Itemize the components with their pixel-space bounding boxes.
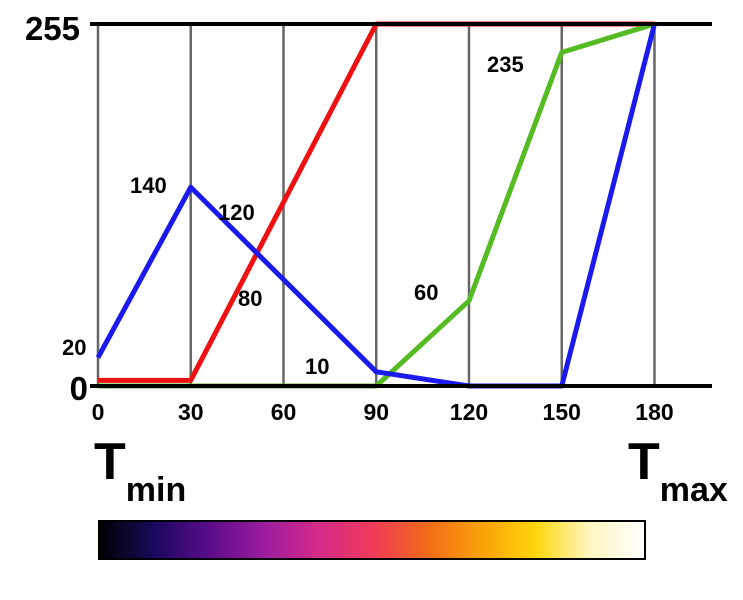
annotation-60: 60 <box>414 280 438 305</box>
annotation-20: 20 <box>62 335 86 360</box>
y-tick-label-255: 255 <box>25 10 80 47</box>
tmax-subscript: max <box>659 471 728 509</box>
tmax-label: Tmax <box>628 433 728 509</box>
series-line-2 <box>95 23 657 389</box>
tmin-subscript: min <box>125 471 187 509</box>
annotation-140: 140 <box>130 173 167 198</box>
annotation-10: 10 <box>305 354 329 379</box>
tick-labels: 0 30 60 90 120 150 180 255 0 <box>25 10 674 425</box>
x-tick-label-0: 0 <box>92 399 105 425</box>
annotations: 140 120 80 60 20 10 235 <box>62 52 524 379</box>
x-tick-label-60: 60 <box>271 399 297 425</box>
x-tick-label-120: 120 <box>450 399 488 425</box>
y-tick-label-0: 0 <box>70 370 88 407</box>
annotation-235: 235 <box>487 52 524 77</box>
annotation-120: 120 <box>218 200 255 225</box>
x-tick-label-150: 150 <box>543 399 581 425</box>
axes <box>90 22 712 388</box>
x-tick-label-180: 180 <box>635 399 673 425</box>
x-tick-label-30: 30 <box>178 399 204 425</box>
tmin-main: T <box>94 433 126 491</box>
tmax-main: T <box>628 433 660 491</box>
colorbar <box>98 520 646 560</box>
annotation-80: 80 <box>238 286 262 311</box>
tmin-label: Tmin <box>94 433 186 509</box>
x-tick-label-90: 90 <box>363 399 389 425</box>
